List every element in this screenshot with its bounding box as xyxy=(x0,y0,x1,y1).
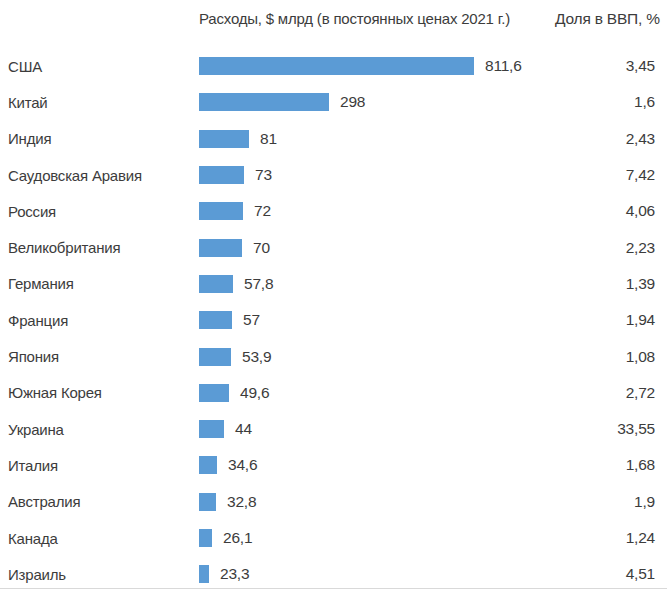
column-header-spending: Расходы, $ млрд (в постоянных ценах 2021… xyxy=(199,9,555,29)
chart-row: Италия 34,6 1,68 xyxy=(0,447,667,483)
gdp-share-value: 1,08 xyxy=(555,348,667,366)
gdp-share-value: 1,9 xyxy=(555,493,667,511)
bar-area: 298 xyxy=(199,93,555,111)
country-label: Япония xyxy=(0,348,199,365)
gdp-share-value: 1,68 xyxy=(555,456,667,474)
spending-bar xyxy=(199,239,242,257)
bar-area: 57 xyxy=(199,311,555,329)
bar-area: 811,6 xyxy=(199,57,555,75)
bar-area: 72 xyxy=(199,202,555,220)
gdp-share-value: 3,45 xyxy=(555,57,667,75)
chart-row: Южная Корея 49,6 2,72 xyxy=(0,375,667,411)
spending-value-label: 57 xyxy=(243,311,260,329)
spending-value-label: 72 xyxy=(254,202,271,220)
gdp-share-value: 2,72 xyxy=(555,384,667,402)
spending-value-label: 49,6 xyxy=(240,384,269,402)
bar-area: 81 xyxy=(199,130,555,148)
bar-area: 32,8 xyxy=(199,493,555,511)
spending-bar xyxy=(199,529,212,547)
bar-area: 57,8 xyxy=(199,275,555,293)
column-header-gdp-share: Доля в ВВП, % xyxy=(555,9,667,29)
bar-area: 73 xyxy=(199,166,555,184)
spending-bar xyxy=(199,348,231,366)
country-label: Франция xyxy=(0,312,199,329)
chart-row: Индия 81 2,43 xyxy=(0,121,667,157)
spending-value-label: 70 xyxy=(253,239,270,257)
bottom-rule xyxy=(0,588,667,589)
chart-row: Великобритания 70 2,23 xyxy=(0,229,667,265)
bar-area: 34,6 xyxy=(199,456,555,474)
spending-value-label: 298 xyxy=(340,93,365,111)
spending-bar xyxy=(199,93,329,111)
gdp-share-value: 1,6 xyxy=(555,93,667,111)
chart-row: Китай 298 1,6 xyxy=(0,84,667,120)
chart-row: Япония 53,9 1,08 xyxy=(0,338,667,374)
chart-rows: США 811,6 3,45 Китай 298 1,6 Индия 81 2,… xyxy=(0,48,667,592)
spending-value-label: 57,8 xyxy=(244,275,273,293)
spending-value-label: 32,8 xyxy=(227,493,256,511)
spending-bar xyxy=(199,565,209,583)
spending-bar xyxy=(199,420,224,438)
spending-bar xyxy=(199,275,233,293)
gdp-share-value: 33,55 xyxy=(555,420,667,438)
gdp-share-value: 7,42 xyxy=(555,166,667,184)
spending-bar xyxy=(199,57,474,75)
bar-area: 26,1 xyxy=(199,529,555,547)
country-label: Канада xyxy=(0,530,199,547)
country-label: Великобритания xyxy=(0,239,199,256)
spending-bar xyxy=(199,311,232,329)
spending-bar xyxy=(199,493,216,511)
country-label: Украина xyxy=(0,421,199,438)
country-label: США xyxy=(0,58,199,75)
military-spending-chart: Расходы, $ млрд (в постоянных ценах 2021… xyxy=(0,0,667,592)
bar-area: 44 xyxy=(199,420,555,438)
spending-bar xyxy=(199,130,249,148)
spending-value-label: 44 xyxy=(235,420,252,438)
gdp-share-value: 4,51 xyxy=(555,565,667,583)
spending-bar xyxy=(199,456,217,474)
country-label: Китай xyxy=(0,94,199,111)
chart-row: США 811,6 3,45 xyxy=(0,48,667,84)
country-label: Саудовская Аравия xyxy=(0,167,199,184)
country-label: Германия xyxy=(0,275,199,292)
spending-value-label: 26,1 xyxy=(223,529,252,547)
spending-value-label: 34,6 xyxy=(228,456,257,474)
chart-row: Австралия 32,8 1,9 xyxy=(0,484,667,520)
gdp-share-value: 2,43 xyxy=(555,130,667,148)
spending-value-label: 23,3 xyxy=(220,565,249,583)
country-label: Россия xyxy=(0,203,199,220)
chart-row: Франция 57 1,94 xyxy=(0,302,667,338)
chart-row: Германия 57,8 1,39 xyxy=(0,266,667,302)
gdp-share-value: 4,06 xyxy=(555,202,667,220)
chart-row: Израиль 23,3 4,51 xyxy=(0,556,667,592)
country-label: Италия xyxy=(0,457,199,474)
spending-bar xyxy=(199,384,229,402)
gdp-share-value: 1,24 xyxy=(555,529,667,547)
chart-row: Саудовская Аравия 73 7,42 xyxy=(0,157,667,193)
spending-value-label: 73 xyxy=(255,166,272,184)
spending-value-label: 53,9 xyxy=(242,348,271,366)
chart-row: Канада 26,1 1,24 xyxy=(0,520,667,556)
bar-area: 70 xyxy=(199,239,555,257)
gdp-share-value: 1,39 xyxy=(555,275,667,293)
bar-area: 53,9 xyxy=(199,348,555,366)
gdp-share-value: 2,23 xyxy=(555,239,667,257)
chart-row: Украина 44 33,55 xyxy=(0,411,667,447)
country-label: Индия xyxy=(0,130,199,147)
bar-area: 23,3 xyxy=(199,565,555,583)
bar-area: 49,6 xyxy=(199,384,555,402)
country-label: Южная Корея xyxy=(0,384,199,401)
spending-value-label: 81 xyxy=(260,130,277,148)
chart-row: Россия 72 4,06 xyxy=(0,193,667,229)
spending-bar xyxy=(199,202,243,220)
country-label: Израиль xyxy=(0,566,199,583)
spending-bar xyxy=(199,166,244,184)
gdp-share-value: 1,94 xyxy=(555,311,667,329)
country-label: Австралия xyxy=(0,493,199,510)
spending-value-label: 811,6 xyxy=(485,57,522,75)
column-headers: Расходы, $ млрд (в постоянных ценах 2021… xyxy=(0,0,667,29)
